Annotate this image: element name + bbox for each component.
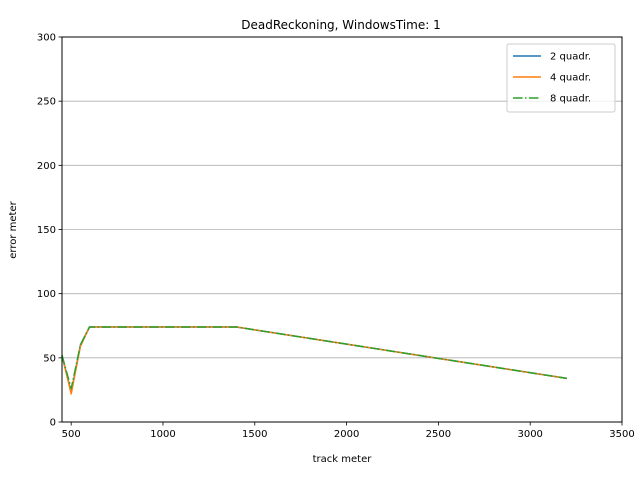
series-line-2 xyxy=(61,326,568,395)
chart-title: DeadReckoning, WindowsTime: 1 xyxy=(241,18,440,32)
series-layer xyxy=(61,326,568,395)
y-tick-label: 300 xyxy=(37,33,56,44)
x-axis-label: track meter xyxy=(313,454,373,465)
y-tick-label: 150 xyxy=(37,225,56,236)
y-axis: 0 50 100 150 200 250 300 xyxy=(37,33,62,429)
series-line-3 xyxy=(61,326,568,390)
y-tick-label: 200 xyxy=(37,161,56,172)
x-axis: 500 1000 1500 2000 2500 3000 3500 xyxy=(62,422,635,440)
y-tick-label: 50 xyxy=(43,353,56,364)
x-tick-label: 500 xyxy=(62,429,81,440)
y-tick-label: 100 xyxy=(37,289,56,300)
series-line-1 xyxy=(61,326,568,394)
x-tick-label: 3500 xyxy=(609,429,634,440)
x-tick-label: 3000 xyxy=(517,429,542,440)
legend-label-2: 4 quadr. xyxy=(550,73,591,84)
legend-label-1: 2 quadr. xyxy=(550,52,591,63)
x-tick-label: 1000 xyxy=(150,429,175,440)
y-tick-label: 0 xyxy=(50,418,56,429)
legend-label-3: 8 quadr. xyxy=(550,94,591,105)
y-tick-label: 250 xyxy=(37,97,56,108)
legend-box xyxy=(506,43,616,113)
x-tick-label: 2000 xyxy=(334,429,359,440)
legend: 2 quadr. 4 quadr. 8 quadr. xyxy=(506,43,616,113)
x-tick-label: 2500 xyxy=(426,429,451,440)
x-tick-label: 1500 xyxy=(242,429,267,440)
y-axis-label: error meter xyxy=(8,200,19,258)
